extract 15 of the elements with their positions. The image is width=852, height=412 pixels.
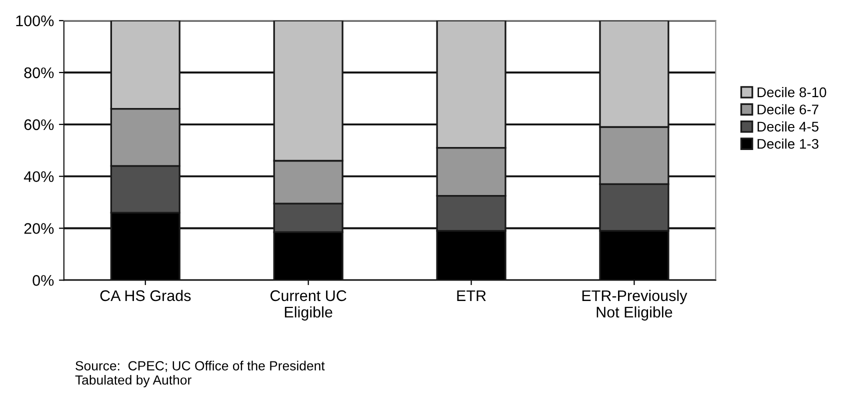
legend-label: Decile 6-7 (758, 104, 818, 114)
x-tick-label: Current UC Eligible (270, 290, 346, 321)
y-tick-label: 0% (32, 275, 54, 286)
y-tick-label: 80% (24, 67, 54, 78)
source-note: Source: CPEC; UC Office of the President Tabulated by Author (75, 360, 325, 388)
y-tick-label: 100% (16, 15, 54, 26)
legend-label: Decile 4-5 (758, 121, 818, 132)
x-tick-label: ETR (457, 290, 486, 301)
legend-label: Decile 1-3 (758, 138, 818, 149)
x-tick-label: ETR-Previously Not Eligible (582, 290, 688, 321)
x-tick-label: CA HS Grads (100, 290, 191, 302)
y-tick-label: 20% (24, 223, 54, 234)
y-tick-label: 40% (24, 171, 54, 182)
legend-label: Decile 8-10 (758, 87, 826, 98)
y-tick-label: 60% (24, 119, 54, 130)
